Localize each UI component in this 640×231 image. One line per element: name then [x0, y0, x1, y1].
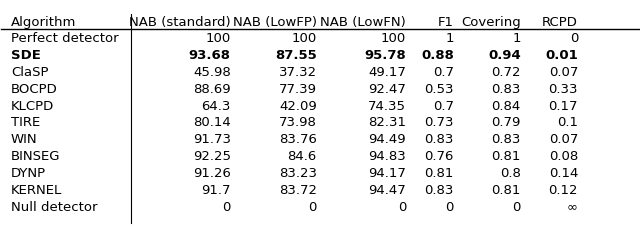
Text: 92.25: 92.25 [193, 149, 231, 162]
Text: 0.12: 0.12 [548, 183, 578, 196]
Text: 83.72: 83.72 [279, 183, 317, 196]
Text: Perfect detector: Perfect detector [11, 32, 118, 45]
Text: 0.33: 0.33 [548, 82, 578, 95]
Text: 0: 0 [397, 200, 406, 213]
Text: 0.81: 0.81 [492, 149, 521, 162]
Text: NAB (LowFN): NAB (LowFN) [320, 15, 406, 28]
Text: 0.84: 0.84 [492, 99, 521, 112]
Text: 83.23: 83.23 [279, 166, 317, 179]
Text: 100: 100 [205, 32, 231, 45]
Text: ClaSP: ClaSP [11, 66, 49, 79]
Text: 0.8: 0.8 [500, 166, 521, 179]
Text: 77.39: 77.39 [279, 82, 317, 95]
Text: 94.47: 94.47 [368, 183, 406, 196]
Text: 0.08: 0.08 [549, 149, 578, 162]
Text: 0.72: 0.72 [492, 66, 521, 79]
Text: RCPD: RCPD [542, 15, 578, 28]
Text: 91.73: 91.73 [193, 133, 231, 146]
Text: Null detector: Null detector [11, 200, 97, 213]
Text: 83.76: 83.76 [279, 133, 317, 146]
Text: SDE: SDE [11, 49, 41, 62]
Text: 42.09: 42.09 [279, 99, 317, 112]
Text: 45.98: 45.98 [193, 66, 231, 79]
Text: KERNEL: KERNEL [11, 183, 62, 196]
Text: 80.14: 80.14 [193, 116, 231, 129]
Text: 0.7: 0.7 [433, 99, 454, 112]
Text: F1: F1 [438, 15, 454, 28]
Text: 73.98: 73.98 [279, 116, 317, 129]
Text: 0.73: 0.73 [424, 116, 454, 129]
Text: 0.79: 0.79 [492, 116, 521, 129]
Text: 0: 0 [308, 200, 317, 213]
Text: 0.83: 0.83 [424, 133, 454, 146]
Text: 64.3: 64.3 [202, 99, 231, 112]
Text: 0: 0 [445, 200, 454, 213]
Text: 74.35: 74.35 [368, 99, 406, 112]
Text: 0.01: 0.01 [545, 49, 578, 62]
Text: TIRE: TIRE [11, 116, 40, 129]
Text: WIN: WIN [11, 133, 38, 146]
Text: Covering: Covering [461, 15, 521, 28]
Text: 0: 0 [570, 32, 578, 45]
Text: 92.47: 92.47 [368, 82, 406, 95]
Text: 0: 0 [513, 200, 521, 213]
Text: 94.83: 94.83 [368, 149, 406, 162]
Text: 88.69: 88.69 [193, 82, 231, 95]
Text: 1: 1 [512, 32, 521, 45]
Text: 87.55: 87.55 [275, 49, 317, 62]
Text: ∞: ∞ [567, 200, 578, 213]
Text: 100: 100 [292, 32, 317, 45]
Text: 0.88: 0.88 [421, 49, 454, 62]
Text: 0.83: 0.83 [424, 183, 454, 196]
Text: 94.17: 94.17 [368, 166, 406, 179]
Text: DYNP: DYNP [11, 166, 46, 179]
Text: 100: 100 [381, 32, 406, 45]
Text: 37.32: 37.32 [278, 66, 317, 79]
Text: 95.78: 95.78 [364, 49, 406, 62]
Text: NAB (LowFP): NAB (LowFP) [233, 15, 317, 28]
Text: 0.81: 0.81 [492, 183, 521, 196]
Text: 91.26: 91.26 [193, 166, 231, 179]
Text: 0.94: 0.94 [488, 49, 521, 62]
Text: 0: 0 [223, 200, 231, 213]
Text: BOCPD: BOCPD [11, 82, 58, 95]
Text: BINSEG: BINSEG [11, 149, 60, 162]
Text: 93.68: 93.68 [189, 49, 231, 62]
Text: 0.81: 0.81 [424, 166, 454, 179]
Text: 0.14: 0.14 [548, 166, 578, 179]
Text: 49.17: 49.17 [368, 66, 406, 79]
Text: 0.07: 0.07 [548, 66, 578, 79]
Text: 0.7: 0.7 [433, 66, 454, 79]
Text: 0.53: 0.53 [424, 82, 454, 95]
Text: 91.7: 91.7 [202, 183, 231, 196]
Text: 82.31: 82.31 [368, 116, 406, 129]
Text: 94.49: 94.49 [369, 133, 406, 146]
Text: 1: 1 [445, 32, 454, 45]
Text: 0.83: 0.83 [492, 82, 521, 95]
Text: 0.07: 0.07 [548, 133, 578, 146]
Text: 84.6: 84.6 [287, 149, 317, 162]
Text: 0.83: 0.83 [492, 133, 521, 146]
Text: 0.76: 0.76 [424, 149, 454, 162]
Text: 0.17: 0.17 [548, 99, 578, 112]
Text: Algorithm: Algorithm [11, 15, 76, 28]
Text: 0.1: 0.1 [557, 116, 578, 129]
Text: NAB (standard): NAB (standard) [129, 15, 231, 28]
Text: KLCPD: KLCPD [11, 99, 54, 112]
